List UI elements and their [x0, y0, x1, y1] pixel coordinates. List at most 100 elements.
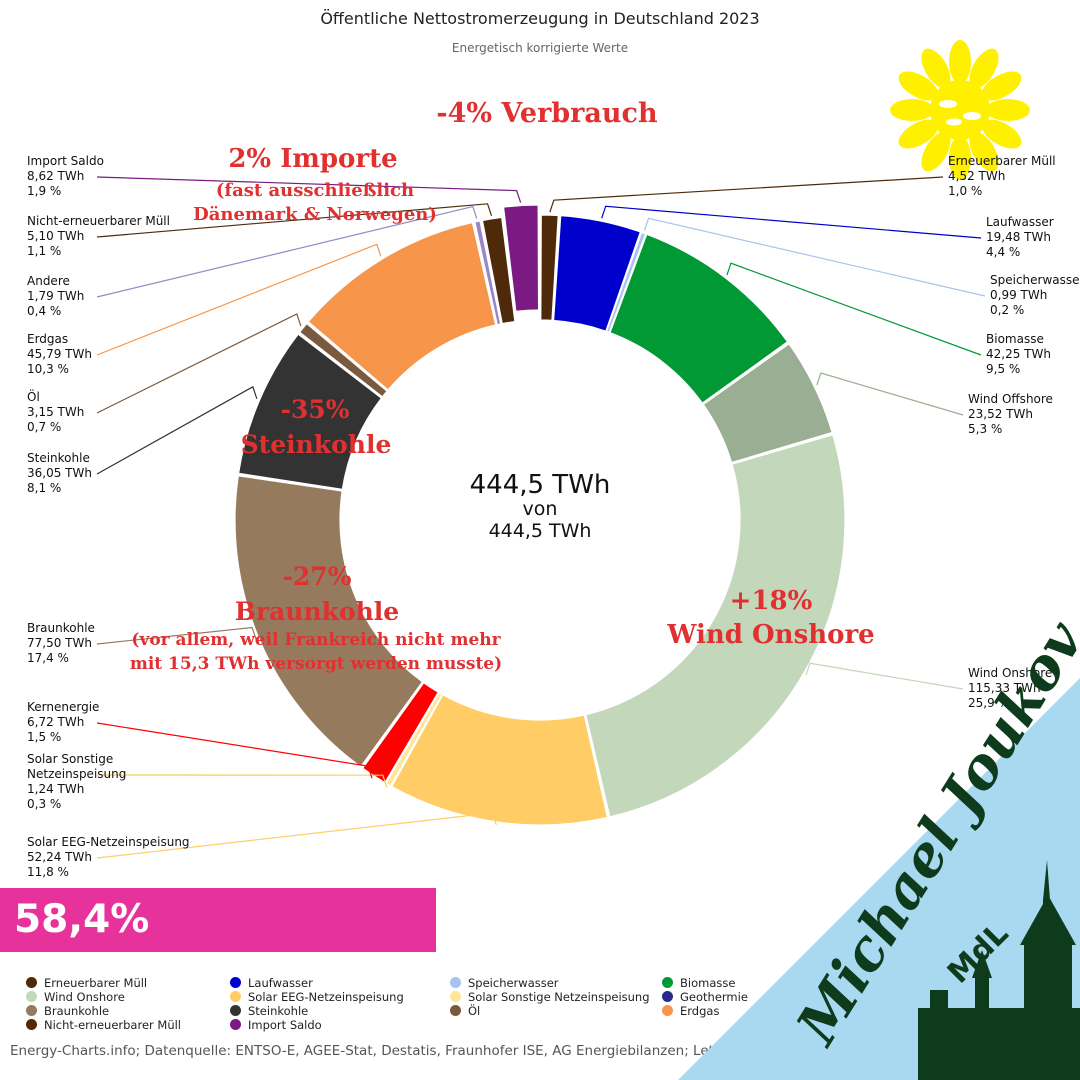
leader-wind-onshore — [805, 662, 964, 690]
legend-swatch — [870, 1005, 881, 1016]
label-laufwasser: Laufwasser 19,48 TWh 4,4 % — [986, 215, 1054, 259]
legend-item-speicherwasser[interactable]: Speicherwasser — [450, 976, 559, 990]
legend-item-steinkohle[interactable]: Steinkohle — [230, 1004, 308, 1018]
leader-wind-offshore — [816, 372, 964, 416]
label-braunkohle: Braunkohle 77,50 TWh 17,4 % — [27, 621, 95, 665]
annotation-braunkohle-note-2: mit 15,3 TWh versorgt werden musste) — [130, 654, 502, 674]
legend-item-wind-offshore[interactable]: Wind Offshore — [870, 976, 969, 990]
legend-swatch — [662, 1005, 673, 1016]
legend-item-wind-onshore[interactable]: Wind Onshore — [26, 990, 125, 1004]
slice-wind-onshore — [585, 434, 846, 818]
leader-biomasse — [726, 262, 982, 356]
legend-item-braunkohle[interactable]: Braunkohle — [26, 1004, 109, 1018]
center-total: 444,5 TWh von 444,5 TWh — [470, 470, 611, 542]
legend-swatch — [230, 991, 241, 1002]
leader-erneuerbarer-muell — [549, 176, 944, 213]
legend-label: Laufwasser — [248, 976, 313, 990]
legend-swatch — [26, 991, 37, 1002]
legend-label: Import Saldo — [248, 1018, 322, 1032]
center-line-1: 444,5 TWh — [470, 470, 611, 500]
slice-solar-sonstige-netzeinspeisung — [385, 691, 443, 787]
annotation-importe-note-2: Dänemark & Norwegen) — [193, 204, 437, 225]
chart-subtitle: Energetisch korrigierte Werte — [452, 41, 628, 55]
label-oel: Öl 3,15 TWh 0,7 % — [27, 388, 84, 434]
annotation-importe: 2% Importe — [228, 144, 397, 174]
slice-biomasse — [609, 233, 789, 404]
legend-label: Andere — [888, 1004, 930, 1018]
legend-item-erneuerbarer-muell[interactable]: Erneuerbarer Müll — [26, 976, 147, 990]
slice-laufwasser — [552, 215, 642, 332]
slice-import-saldo — [502, 204, 540, 313]
label-erdgas: Erdgas 45,79 TWh 10,3 % — [27, 332, 92, 376]
label-solar-eeg-netzeinspeisung: Solar EEG-Netzeinspeisung 52,24 TWh 11,8 % — [27, 835, 190, 879]
slice-braunkohle — [234, 475, 424, 768]
legend-item-oel[interactable]: Öl — [450, 1004, 480, 1018]
label-speicherwasser: Speicherwasser 0,99 TWh 0,2 % — [990, 273, 1080, 317]
annotation-importe-note-1: (fast ausschließlich — [216, 180, 414, 201]
legend-item-solar-eeg-netzeinspeisung[interactable]: Solar EEG-Netzeinspeisung — [230, 990, 404, 1004]
source-footer: Energy-Charts.info; Datenquelle: ENTSO-E… — [10, 1043, 886, 1059]
donut-slices — [234, 204, 846, 826]
chart-legend: Erneuerbarer Müll Laufwasser Speicherwasse… — [26, 976, 976, 1036]
legend-swatch — [450, 1005, 461, 1016]
leader-oel — [96, 313, 302, 414]
legend-item-erdgas[interactable]: Erdgas — [662, 1004, 719, 1018]
legend-swatch — [26, 1019, 37, 1030]
slice-speicherwasser — [605, 231, 647, 334]
legend-label: Erneuerbarer Müll — [44, 976, 148, 990]
legend-label: Öl — [468, 1004, 481, 1018]
annotation-braunkohle-pct: -27% — [283, 562, 352, 591]
label-andere: Andere 1,79 TWh 0,4 % — [27, 274, 84, 318]
legend-label: Geothermie — [680, 990, 748, 1004]
leader-andere — [96, 205, 478, 298]
slice-wind-offshore — [702, 342, 833, 464]
legend-item-geothermie[interactable]: Geothermie — [662, 990, 748, 1004]
slice-oel — [298, 322, 388, 398]
legend-swatch — [870, 991, 881, 1002]
legend-item-kernenergie[interactable]: Kernenergie — [870, 990, 957, 1004]
legend-item-nicht-erneuerbarer-muell[interactable]: Nicht-erneuerbarer Müll — [26, 1018, 181, 1032]
label-import-saldo: Import Saldo 8,62 TWh 1,9 % — [27, 154, 104, 198]
annotation-onshore-label: Wind Onshore — [666, 620, 874, 650]
leader-steinkohle — [96, 385, 258, 475]
legend-label: Nicht-erneuerbarer Müll — [44, 1018, 182, 1032]
legend-item-solar-sonstige-netzeinspeisung[interactable]: Solar Sonstige Netzeinspeisung — [450, 990, 650, 1004]
center-line-3: 444,5 TWh — [489, 520, 592, 542]
legend-swatch — [662, 977, 673, 988]
slice-steinkohle — [237, 333, 383, 491]
leader-erdgas — [96, 243, 382, 356]
legend-label: Steinkohle — [248, 1004, 309, 1018]
legend-swatch — [230, 1005, 241, 1016]
legend-label: Solar Sonstige Netzeinspeisung — [468, 990, 650, 1004]
legend-item-laufwasser[interactable]: Laufwasser — [230, 976, 313, 990]
leader-solar-sonstige-netzeinspeisung — [96, 774, 388, 788]
legend-item-andere[interactable]: Andere — [870, 1004, 929, 1018]
legend-label: Wind Offshore — [888, 976, 970, 990]
center-line-2: von — [523, 498, 558, 520]
slice-solar-eeg-netzeinspeisung — [390, 693, 609, 826]
leader-laufwasser — [601, 205, 982, 239]
renewables-share-banner: 58,4% Erneuerbare — [0, 888, 436, 1006]
legend-label: Solar EEG-Netzeinspeisung — [248, 990, 404, 1004]
sunflower-logo-icon — [890, 40, 1030, 180]
leader-kernenergie — [96, 722, 373, 779]
slice-kernenergie — [361, 681, 440, 784]
label-solar-sonstige-netzeinspeisung: Solar Sonstige Netzeinspeisung 1,24 TWh 0,3… — [27, 752, 126, 811]
label-steinkohle: Steinkohle 36,05 TWh 8,1 % — [27, 451, 92, 495]
slice-andere — [474, 220, 502, 326]
annotation-braunkohle-note-1: (vor allem, weil Frankreich nicht mehr — [131, 630, 501, 650]
leader-speicherwasser — [644, 217, 986, 297]
legend-item-biomasse[interactable]: Biomasse — [662, 976, 735, 990]
annotation-steinkohle-pct: -35% — [281, 395, 350, 424]
leader-lines — [96, 176, 986, 859]
legend-swatch — [26, 1005, 37, 1016]
leader-braunkohle — [96, 626, 257, 645]
annotation-onshore-pct: +18% — [730, 586, 813, 616]
legend-label: Biomasse — [680, 976, 736, 990]
legend-swatch — [26, 977, 37, 988]
label-wind-onshore: Wind Onshore 115,33 TWh 25,9 % — [968, 666, 1052, 710]
leader-import-saldo — [96, 176, 522, 203]
legend-item-import-saldo[interactable]: Import Saldo — [230, 1018, 322, 1032]
legend-swatch — [450, 977, 461, 988]
